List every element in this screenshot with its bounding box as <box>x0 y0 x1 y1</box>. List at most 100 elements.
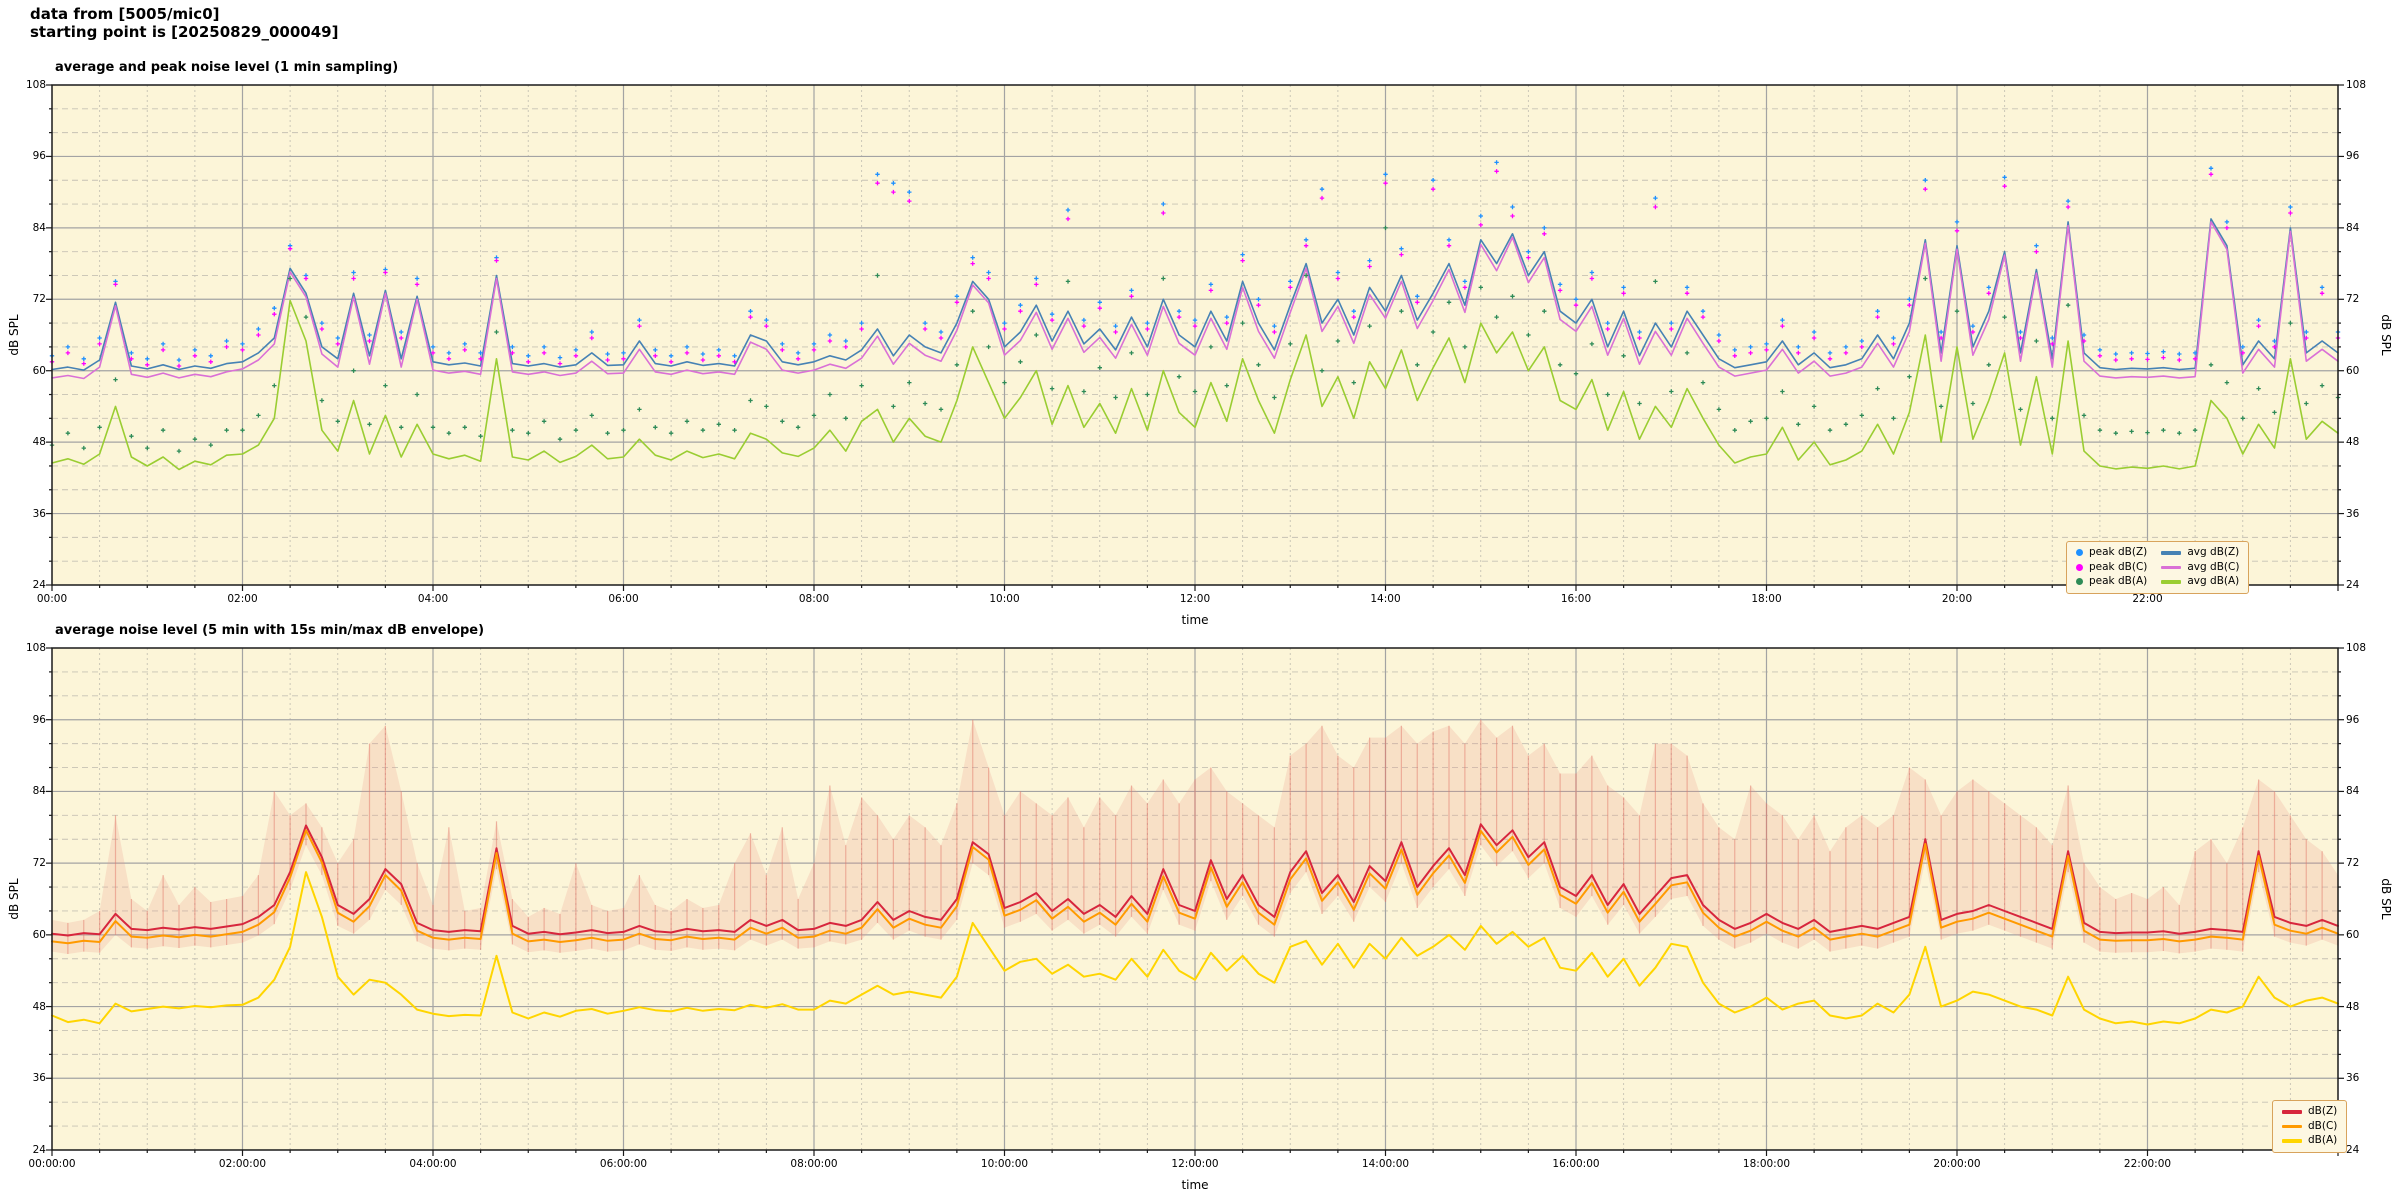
chart1-ylabel-right: dB SPL <box>2379 314 2393 356</box>
chart2-ylabel-left: dB SPL <box>7 878 21 920</box>
legend-line-marker <box>2161 565 2182 569</box>
legend-line-marker <box>2161 551 2182 555</box>
y-tick-label-left: 48 <box>32 436 46 449</box>
series-line-db-c- <box>51 829 2339 945</box>
y-tick-label-left: 96 <box>32 713 46 726</box>
y-tick-label-right: 96 <box>2346 150 2360 163</box>
tick-marks <box>46 84 2344 591</box>
legend-line-marker <box>2282 1139 2302 1143</box>
y-tick-label-left: 36 <box>32 507 46 520</box>
legend-line-marker <box>2282 1110 2302 1114</box>
x-tick-label: 12:00:00 <box>1171 1158 1219 1170</box>
legend-entry: dB(A) <box>2282 1134 2337 1148</box>
x-tick-label: 14:00 <box>1370 593 1401 605</box>
x-tick-label: 10:00:00 <box>980 1158 1029 1170</box>
x-tick-label: 08:00:00 <box>790 1158 838 1170</box>
y-tick-label-right: 84 <box>2346 785 2360 798</box>
legend-dot-marker <box>2076 549 2083 557</box>
y-tick-label-left: 84 <box>32 785 46 798</box>
x-tick-label: 06:00 <box>608 593 639 605</box>
legend-entry-label: avg dB(A) <box>2187 575 2240 587</box>
y-tick-label-left: 36 <box>32 1072 46 1085</box>
y-tick-label-right: 72 <box>2346 857 2360 870</box>
x-tick-label: 20:00 <box>1941 593 1973 605</box>
legend-line-marker <box>2161 580 2182 584</box>
x-tick-label: 04:00 <box>417 593 449 605</box>
chart2-ylabel-right: dB SPL <box>2379 878 2393 920</box>
y-tick-label-left: 48 <box>32 1000 46 1013</box>
y-tick-label-right: 108 <box>2346 79 2367 91</box>
y-tick-label-right: 24 <box>2346 579 2360 591</box>
y-tick-label-left: 96 <box>32 150 46 163</box>
x-tick-label: 00:00:00 <box>28 1158 76 1170</box>
chart2-title: average noise level (5 min with 15s min/… <box>55 623 485 638</box>
y-tick-label-right: 36 <box>2346 1072 2360 1085</box>
legend-entry-label: peak dB(A) <box>2089 575 2148 587</box>
legend-entry-label: dB(Z) <box>2308 1105 2338 1117</box>
legend-entry: avg dB(C) <box>2161 561 2239 575</box>
x-tick-label: 16:00 <box>1560 593 1592 605</box>
y-tick-label-left: 84 <box>32 221 46 234</box>
legend-dot-marker <box>2076 563 2083 571</box>
major-grid <box>52 85 2338 585</box>
legend-entry-label: dB(C) <box>2308 1119 2338 1132</box>
y-tick-label-left: 72 <box>32 293 46 306</box>
y-tick-label-right: 72 <box>2346 293 2360 306</box>
major-grid <box>52 648 2338 1150</box>
header-line-2: starting point is [20250829_000049] <box>30 23 339 41</box>
chart2-xlabel: time <box>1181 1178 1209 1192</box>
series-line-avg-db-a- <box>51 299 2339 471</box>
legend-entry: peak dB(C) <box>2076 561 2147 575</box>
chart1-ylabel-left: dB SPL <box>7 314 21 356</box>
x-tick-label: 02:00 <box>227 593 258 605</box>
legend-entry: dB(C) <box>2282 1120 2337 1134</box>
legend-entry-label: dB(A) <box>2308 1134 2338 1146</box>
y-tick-label-right: 24 <box>2346 1144 2360 1156</box>
y-tick-label-right: 96 <box>2346 713 2360 726</box>
legend-entry-label: avg dB(Z) <box>2187 546 2240 558</box>
chart1-xlabel: time <box>1181 613 1209 627</box>
legend-entry: dB(Z) <box>2282 1105 2337 1119</box>
header-line-1: data from [5005/mic0] <box>30 5 220 23</box>
y-tick-label-left: 108 <box>25 642 46 654</box>
y-tick-label-left: 24 <box>32 579 46 591</box>
tick-marks <box>46 647 2344 1156</box>
legend-box: dB(Z) dB(C) dB(A) <box>2272 1100 2348 1153</box>
y-tick-label-right: 84 <box>2346 221 2360 234</box>
legend-entry-label: peak dB(Z) <box>2089 546 2148 558</box>
x-tick-label: 08:00 <box>798 593 830 605</box>
x-tick-label: 20:00:00 <box>1933 1158 1981 1170</box>
y-tick-label-right: 48 <box>2346 436 2360 449</box>
y-tick-label-left: 24 <box>32 1144 46 1156</box>
series-line-avg-db-z- <box>51 218 2339 371</box>
series-line-db-a- <box>51 871 2339 1026</box>
y-tick-label-left: 60 <box>32 928 46 941</box>
series-line-avg-db-c- <box>51 221 2339 380</box>
y-tick-label-left: 60 <box>32 364 46 377</box>
x-tick-label: 18:00 <box>1751 593 1782 605</box>
x-tick-label: 00:00 <box>36 593 68 605</box>
legend-line-marker <box>2282 1124 2302 1128</box>
x-tick-label: 02:00:00 <box>218 1158 267 1170</box>
x-tick-label: 10:00 <box>989 593 1020 605</box>
legend-dot-marker <box>2076 578 2083 586</box>
x-tick-label: 12:00 <box>1179 593 1211 605</box>
y-tick-label-right: 48 <box>2346 1000 2360 1013</box>
legend-column: dB(Z) dB(C) dB(A) <box>2282 1105 2337 1148</box>
y-tick-label-right: 108 <box>2346 642 2367 654</box>
legend-box: peak dB(Z) peak dB(C) peak dB(A) avg dB(Z) a… <box>2066 541 2250 594</box>
legend-entry-label: peak dB(C) <box>2089 560 2148 573</box>
legend-entry: avg dB(A) <box>2161 575 2239 589</box>
legend-column: peak dB(Z) peak dB(C) peak dB(A) <box>2076 546 2147 589</box>
x-tick-label: 06:00:00 <box>599 1158 648 1170</box>
x-tick-label: 14:00:00 <box>1361 1158 1410 1170</box>
x-tick-label: 22:00 <box>2132 593 2163 605</box>
x-tick-label: 16:00:00 <box>1552 1158 1600 1170</box>
y-tick-label-right: 60 <box>2346 364 2360 377</box>
legend-entry: peak dB(A) <box>2076 575 2147 589</box>
x-tick-label: 22:00:00 <box>2123 1158 2172 1170</box>
legend-entry: peak dB(Z) <box>2076 546 2147 560</box>
x-tick-label: 18:00:00 <box>1742 1158 1791 1170</box>
